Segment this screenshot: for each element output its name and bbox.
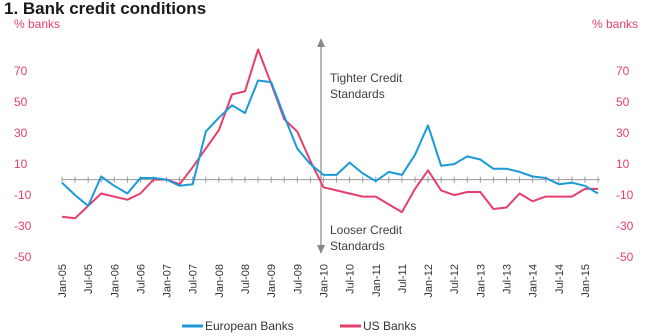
legend-label-european-banks: European Banks [205,319,294,333]
left-y-tick-label: -30 [14,219,32,233]
left-y-axis: 70 50 30 10 -10 -30 -50 [14,64,32,264]
x-tick-label: Jul-12 [449,264,461,294]
right-y-axis: 70 50 30 10 -10 -30 -50 [616,64,634,264]
x-tick-label: Jan-14 [528,264,540,298]
legend: European Banks US Banks [182,319,416,333]
right-y-tick-label: -10 [616,188,634,202]
x-tick-label: Jan-06 [109,264,121,298]
annotation-tighter-line1: Tighter Credit [330,71,403,85]
right-y-tick-label: -50 [616,250,634,264]
x-tick-label: Jul-11 [397,264,409,293]
series-line-european-banks [61,79,599,207]
x-tick-label: Jul-07 [188,264,200,294]
x-tick-label: Jan-09 [266,264,278,298]
x-tick-label: Jan-08 [214,264,226,298]
right-y-tick-label: -30 [616,219,634,233]
left-y-tick-label: 50 [14,95,28,109]
chart-title: 1. Bank credit conditions [4,0,206,18]
legend-label-us-banks: US Banks [363,319,416,333]
x-tick-label: Jul-05 [83,264,95,294]
x-tick-label: Jan-12 [423,264,435,298]
left-y-tick-label: 30 [14,126,28,140]
x-tick-label: Jul-06 [135,264,147,294]
x-tick-label: Jul-14 [554,264,566,294]
annotation-tighter-line2: Standards [330,87,385,101]
x-tick-label: Jan-07 [162,264,174,298]
x-tick-label: Jul-08 [240,264,252,294]
x-tick-label: Jan-10 [318,264,330,298]
right-y-tick-label: 10 [616,157,630,171]
x-tick-label: Jul-13 [501,264,513,294]
left-y-tick-label: -10 [14,188,32,202]
left-y-tick-label: -50 [14,250,32,264]
x-tick-label: Jan-11 [371,264,383,297]
left-y-tick-label: 10 [14,157,28,171]
right-axis-unit: % banks [592,17,638,31]
x-tick-label: Jan-05 [57,264,69,298]
annotation-looser-line1: Looser Credit [330,223,403,237]
x-axis [61,176,600,183]
x-axis-labels: Jan-05 Jul-05 Jan-06 Jul-06 Jan-07 Jul-07 Jan-… [57,264,592,298]
right-y-tick-label: 30 [616,126,630,140]
x-tick-label: Jul-10 [345,264,357,294]
x-tick-label: Jul-09 [292,264,304,294]
x-tick-label: Jan-13 [475,264,487,298]
annotation-looser-line2: Standards [330,239,385,253]
right-y-tick-label: 70 [616,64,630,78]
right-y-tick-label: 50 [616,95,630,109]
series-line-us-banks [61,48,598,220]
x-tick-label: Jan-15 [580,264,592,298]
arrow-up-icon [317,38,325,47]
left-axis-unit: % banks [14,17,60,31]
annotation-arrow [317,38,325,254]
left-y-tick-label: 70 [14,64,28,78]
arrow-down-icon [317,245,325,254]
